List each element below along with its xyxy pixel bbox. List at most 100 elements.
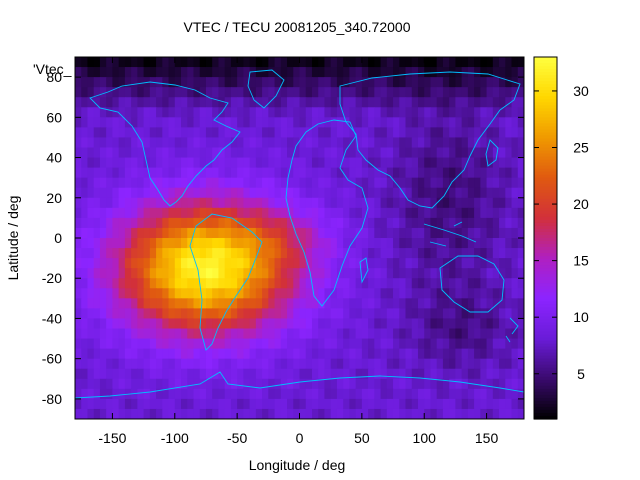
heatmap-cell [243, 358, 251, 370]
heatmap-cell [467, 87, 475, 98]
heatmap-cell [405, 87, 413, 98]
heatmap-cell [224, 157, 232, 169]
heatmap-cell [474, 318, 481, 330]
heatmap-cell [205, 107, 213, 118]
heatmap-cell [336, 117, 344, 128]
heatmap-cell [224, 238, 232, 249]
heatmap-cell [106, 127, 114, 139]
heatmap-cell [461, 368, 469, 380]
heatmap-cell [499, 318, 506, 330]
heatmap-cell [293, 238, 301, 249]
heatmap-cell [411, 278, 419, 289]
heatmap-cell [517, 187, 524, 199]
heatmap-cell [93, 288, 101, 299]
heatmap-cell [205, 238, 213, 249]
heatmap-cell [480, 217, 488, 229]
colorbar-strip [534, 373, 557, 378]
heatmap-cell [486, 107, 494, 118]
heatmap-cell [237, 187, 244, 199]
heatmap-cell [280, 157, 288, 169]
heatmap-cell [268, 217, 276, 229]
heatmap-cell [99, 57, 107, 68]
heatmap-cell [280, 298, 288, 309]
heatmap-cell [474, 358, 481, 370]
heatmap-cell [442, 177, 450, 189]
heatmap-cell [268, 398, 276, 410]
heatmap-cell [124, 77, 132, 88]
heatmap-cell [193, 77, 201, 88]
heatmap-cell [355, 167, 363, 179]
heatmap-cell [205, 308, 213, 320]
heatmap-cell [255, 238, 263, 249]
y-tick-label: -20 [42, 270, 62, 286]
heatmap-cell [187, 197, 195, 209]
coastline-north-america [89, 81, 241, 207]
heatmap-cell [262, 268, 269, 279]
heatmap-cell [499, 348, 506, 360]
heatmap-cell [205, 368, 213, 380]
heatmap-cell [124, 238, 132, 249]
heatmap-cell [455, 348, 463, 360]
heatmap-cell [118, 87, 126, 98]
heatmap-cell [249, 187, 257, 199]
heatmap-cell [461, 137, 469, 149]
heatmap-cell [374, 348, 382, 360]
heatmap-cell [411, 207, 419, 219]
heatmap-cell [455, 268, 463, 279]
colorbar-strip [534, 337, 557, 342]
heatmap-cell [118, 217, 126, 229]
heatmap-cell [393, 268, 400, 279]
heatmap-cell [181, 358, 188, 370]
heatmap-cell [218, 278, 226, 289]
heatmap-cell [93, 77, 101, 88]
heatmap-cell [343, 147, 350, 159]
heatmap-cell [505, 77, 513, 88]
heatmap-cell [124, 87, 132, 98]
heatmap-cell [205, 268, 213, 279]
heatmap-cell [99, 298, 107, 309]
heatmap-cell [442, 288, 450, 299]
heatmap-cell [106, 298, 114, 309]
heatmap-cell [455, 338, 463, 350]
heatmap-cell [124, 398, 132, 410]
heatmap-cell [274, 358, 282, 370]
heatmap-cell [293, 308, 301, 320]
heatmap-cell [255, 167, 263, 179]
heatmap-cell [324, 268, 332, 279]
heatmap-cell [162, 238, 170, 249]
heatmap-cell [143, 368, 151, 380]
heatmap-cell [274, 378, 282, 390]
colorbar-strip [534, 69, 557, 73]
heatmap-cell [149, 378, 157, 390]
heatmap-cell [368, 278, 375, 289]
heatmap-cell [324, 308, 332, 320]
heatmap-cell [424, 368, 432, 380]
heatmap-cell [442, 378, 450, 390]
heatmap-cell [343, 328, 350, 340]
heatmap-cell [330, 57, 338, 68]
heatmap-cell [156, 358, 163, 370]
heatmap-cell [268, 348, 276, 360]
heatmap-cell [386, 117, 394, 128]
heatmap-cell [137, 358, 145, 370]
heatmap-cell [218, 197, 226, 209]
heatmap-cell [131, 207, 138, 219]
heatmap-cell [318, 248, 326, 259]
heatmap-cell [430, 187, 438, 199]
heatmap-cell [474, 57, 481, 68]
heatmap-cell [230, 318, 238, 330]
heatmap-cell [361, 157, 369, 169]
heatmap-cell [156, 278, 163, 289]
heatmap-cell [131, 408, 138, 419]
heatmap-cell [168, 107, 176, 118]
heatmap-cell [193, 248, 201, 259]
colorbar-strip [534, 168, 557, 173]
heatmap-cell [355, 157, 363, 169]
heatmap-cell [131, 57, 138, 68]
heatmap-cell [224, 217, 232, 229]
heatmap-cell [230, 388, 238, 400]
heatmap-cell [75, 308, 82, 320]
heatmap-cell [311, 348, 319, 360]
heatmap-cell [386, 278, 394, 289]
heatmap-cell [343, 238, 350, 249]
